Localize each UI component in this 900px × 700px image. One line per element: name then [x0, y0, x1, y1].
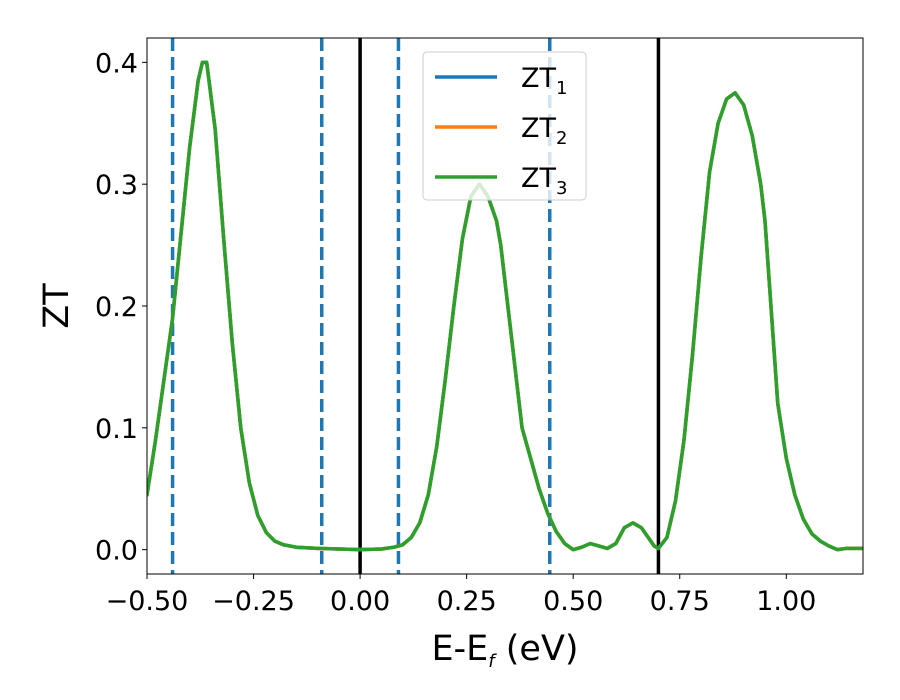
y-tick-label: 0.4	[95, 48, 138, 79]
x-tick-label: 0.50	[543, 586, 603, 617]
reference-lines	[170, 38, 661, 574]
series-line-3	[147, 60, 863, 552]
y-tick-label: 0.2	[95, 292, 138, 323]
y-axis-label: ZT	[37, 283, 77, 329]
y-tick-label: 0.1	[95, 414, 138, 445]
y-axis: 0.0 0.1 0.2 0.3 0.4	[95, 48, 147, 567]
legend-label-2: ZT2	[521, 113, 567, 149]
y-tick-label: 0.3	[95, 170, 138, 201]
legend: ZT1 ZT2 ZT3	[422, 51, 587, 201]
x-tick-label: 1.00	[756, 586, 816, 617]
y-tick-label: 0.0	[95, 536, 138, 567]
series-layer	[147, 60, 863, 552]
x-tick-label: 0.00	[330, 586, 390, 617]
x-tick-label: 0.25	[437, 586, 497, 617]
legend-label-1: ZT1	[521, 63, 567, 99]
x-axis-label: E-Ef (eV)	[431, 629, 578, 672]
x-axis: −0.50 −0.25 0.00 0.25 0.50 0.75 1.00	[106, 574, 816, 617]
legend-box	[422, 51, 587, 201]
legend-label-3: ZT3	[521, 163, 567, 199]
x-tick-label: −0.25	[212, 586, 295, 617]
x-tick-label: −0.50	[106, 586, 189, 617]
x-tick-label: 0.75	[650, 586, 710, 617]
